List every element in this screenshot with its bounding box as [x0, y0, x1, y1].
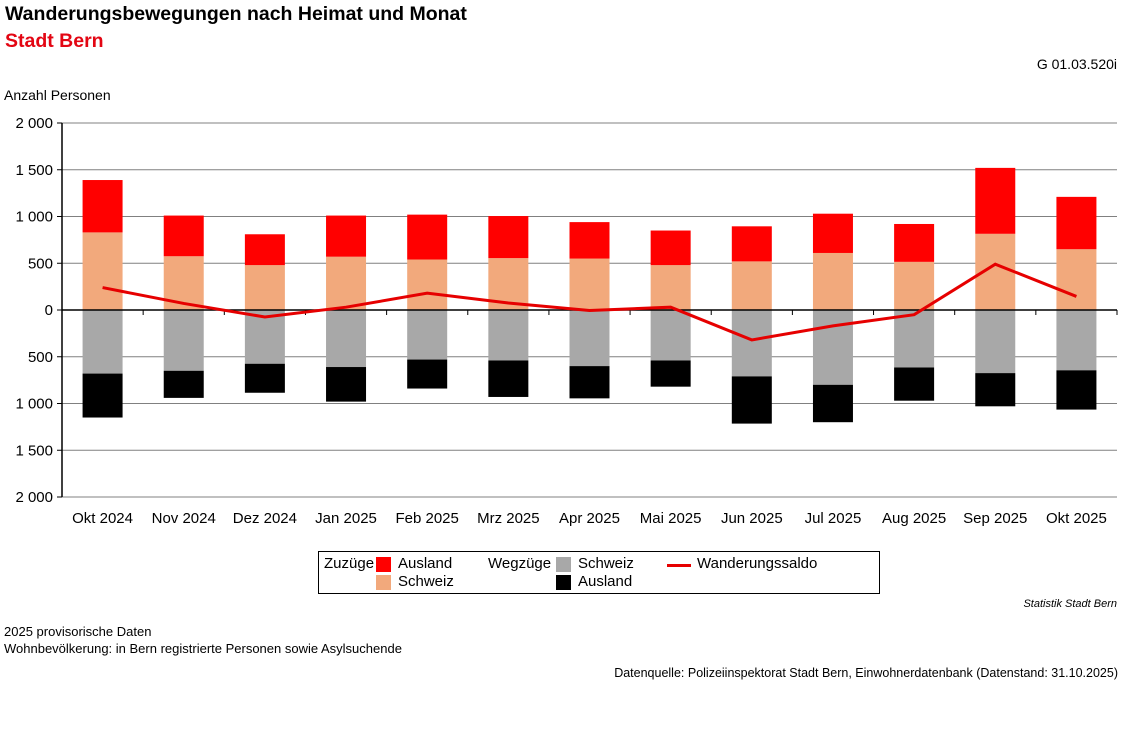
legend-item-zuzuege-schweiz: Schweiz [398, 573, 454, 590]
y-tick-label: 1 500 [15, 442, 53, 459]
bar-zuzuege-schweiz [731, 261, 772, 310]
x-tick-label: Sep 2025 [963, 510, 1027, 527]
y-tick-label: 2 000 [15, 115, 53, 132]
bar-wegzuege-ausland [569, 366, 610, 399]
bar-wegzuege-ausland [488, 360, 529, 397]
bar-zuzuege-ausland [731, 226, 772, 262]
y-tick-label: 0 [45, 302, 53, 319]
bar-wegzuege-schweiz [407, 310, 448, 360]
bar-zuzuege-ausland [407, 214, 448, 260]
legend-saldo-line-sample [667, 564, 691, 567]
page-subtitle: Stadt Bern [5, 30, 104, 52]
x-tick-label: Okt 2025 [1046, 510, 1107, 527]
bar-wegzuege-ausland [163, 370, 204, 398]
legend-item-wanderungssaldo: Wanderungssaldo [697, 555, 818, 572]
bar-wegzuege-ausland [82, 373, 123, 418]
y-tick-label: 1 000 [15, 396, 53, 413]
bar-zuzuege-schweiz [244, 265, 285, 310]
migration-chart: 2 000 1 500 1 000 500 0 500 1 000 1 500 2 000 Okt… [15, 115, 1118, 527]
bar-zuzuege-ausland [326, 215, 367, 257]
bar-wegzuege-schweiz [244, 310, 285, 364]
legend-item-wegzuege-ausland: Ausland [578, 573, 633, 590]
bar-zuzuege-schweiz [407, 259, 448, 310]
bar-wegzuege-ausland [975, 373, 1016, 407]
y-axis-title: Anzahl Personen [4, 87, 111, 103]
bar-zuzuege-ausland [82, 180, 123, 233]
y-tick-label: 500 [28, 255, 53, 272]
bar-wegzuege-schweiz [488, 310, 529, 361]
legend-swatch-zuzuege-ausland [376, 557, 391, 572]
bar-wegzuege-ausland [812, 384, 853, 423]
bar-zuzuege-ausland [650, 230, 691, 266]
legend-swatch-wegzuege-ausland [556, 575, 571, 590]
legend-item-zuzuege-ausland: Ausland [398, 555, 453, 572]
x-tick-label: Aug 2025 [882, 510, 946, 527]
bar-wegzuege-schweiz [1056, 310, 1097, 371]
bar-wegzuege-schweiz [975, 310, 1016, 374]
bar-wegzuege-schweiz [326, 310, 367, 368]
x-tick-label: Jun 2025 [721, 510, 783, 527]
bar-wegzuege-schweiz [894, 310, 935, 368]
bar-zuzuege-schweiz [650, 265, 691, 310]
legend-item-wegzuege-schweiz: Schweiz [578, 555, 634, 572]
legend-swatch-zuzuege-schweiz [376, 575, 391, 590]
bar-zuzuege-ausland [812, 213, 853, 253]
x-tick-label: Dez 2024 [233, 510, 297, 527]
bar-zuzuege-schweiz [812, 252, 853, 310]
bar-wegzuege-schweiz [731, 310, 772, 377]
bar-zuzuege-ausland [244, 234, 285, 266]
x-tick-label: Nov 2024 [152, 510, 216, 527]
bar-wegzuege-schweiz [569, 310, 610, 367]
x-tick-label: Jan 2025 [315, 510, 377, 527]
graph-id: G 01.03.520i [1036, 56, 1117, 72]
page-title: Wanderungsbewegungen nach Heimat und Mon… [5, 3, 467, 25]
bar-wegzuege-ausland [244, 363, 285, 393]
bar-zuzuege-schweiz [82, 232, 123, 310]
x-tick-label: Mai 2025 [640, 510, 702, 527]
bar-wegzuege-ausland [407, 359, 448, 389]
x-tick-label: Mrz 2025 [477, 510, 540, 527]
note-population-definition: Wohnbevölkerung: in Bern registrierte Pe… [4, 641, 402, 656]
x-tick-label: Apr 2025 [559, 510, 620, 527]
bar-wegzuege-ausland [894, 367, 935, 401]
legend-group-zuzuege-label: Zuzüge [324, 555, 375, 572]
bar-zuzuege-schweiz [894, 261, 935, 310]
bar-zuzuege-ausland [163, 215, 204, 257]
legend-swatch-wegzuege-schweiz [556, 557, 571, 572]
bar-zuzuege-schweiz [569, 258, 610, 310]
x-tick-label: Jul 2025 [805, 510, 862, 527]
bar-zuzuege-ausland [894, 223, 935, 262]
bar-zuzuege-ausland [1056, 196, 1097, 250]
x-tick-label: Okt 2024 [72, 510, 133, 527]
y-tick-label: 2 000 [15, 489, 53, 506]
y-tick-label: 500 [28, 349, 53, 366]
y-tick-label: 1 500 [15, 162, 53, 179]
y-tick-label: 1 000 [15, 209, 53, 226]
x-tick-label: Feb 2025 [395, 510, 458, 527]
wanderungssaldo-line [102, 262, 1077, 342]
note-provisional-data: 2025 provisorische Daten [4, 624, 152, 639]
bar-zuzuege-schweiz [1056, 249, 1097, 310]
bar-zuzuege-ausland [569, 222, 610, 259]
bar-wegzuege-ausland [1056, 370, 1097, 410]
bar-wegzuege-schweiz [82, 310, 123, 374]
bar-wegzuege-ausland [650, 360, 691, 387]
data-source-text: Datenquelle: Polizeiinspektorat Stadt Be… [614, 666, 1118, 680]
bar-zuzuege-ausland [488, 216, 529, 259]
bar-zuzuege-ausland [975, 167, 1016, 234]
bar-wegzuege-schweiz [650, 310, 691, 361]
attribution-text: Statistik Stadt Bern [1023, 598, 1117, 610]
bar-wegzuege-ausland [731, 376, 772, 424]
legend-box: Zuzüge Ausland Schweiz Wegzüge Schweiz A… [318, 551, 880, 594]
bar-zuzuege-schweiz [326, 256, 367, 310]
bar-wegzuege-schweiz [163, 310, 204, 371]
legend-group-wegzuege-label: Wegzüge [488, 555, 552, 572]
bar-wegzuege-schweiz [812, 310, 853, 385]
bar-wegzuege-ausland [326, 367, 367, 402]
